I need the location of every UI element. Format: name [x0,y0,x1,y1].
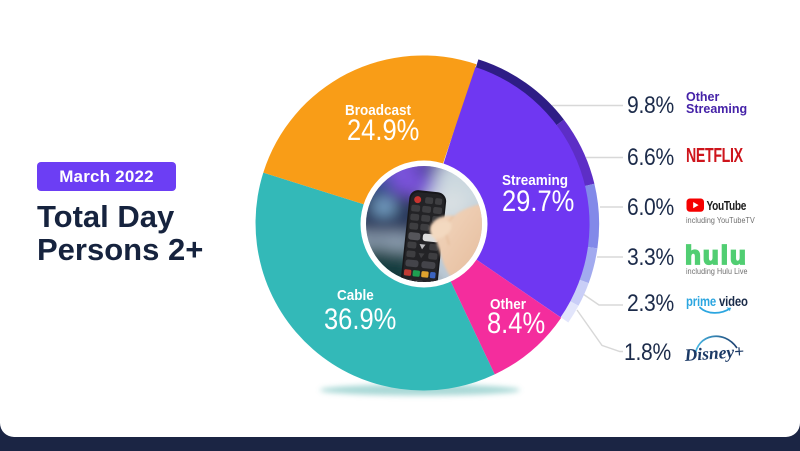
svg-text:Disney+: Disney+ [684,341,745,365]
svg-text:YouTube: YouTube [707,198,747,213]
